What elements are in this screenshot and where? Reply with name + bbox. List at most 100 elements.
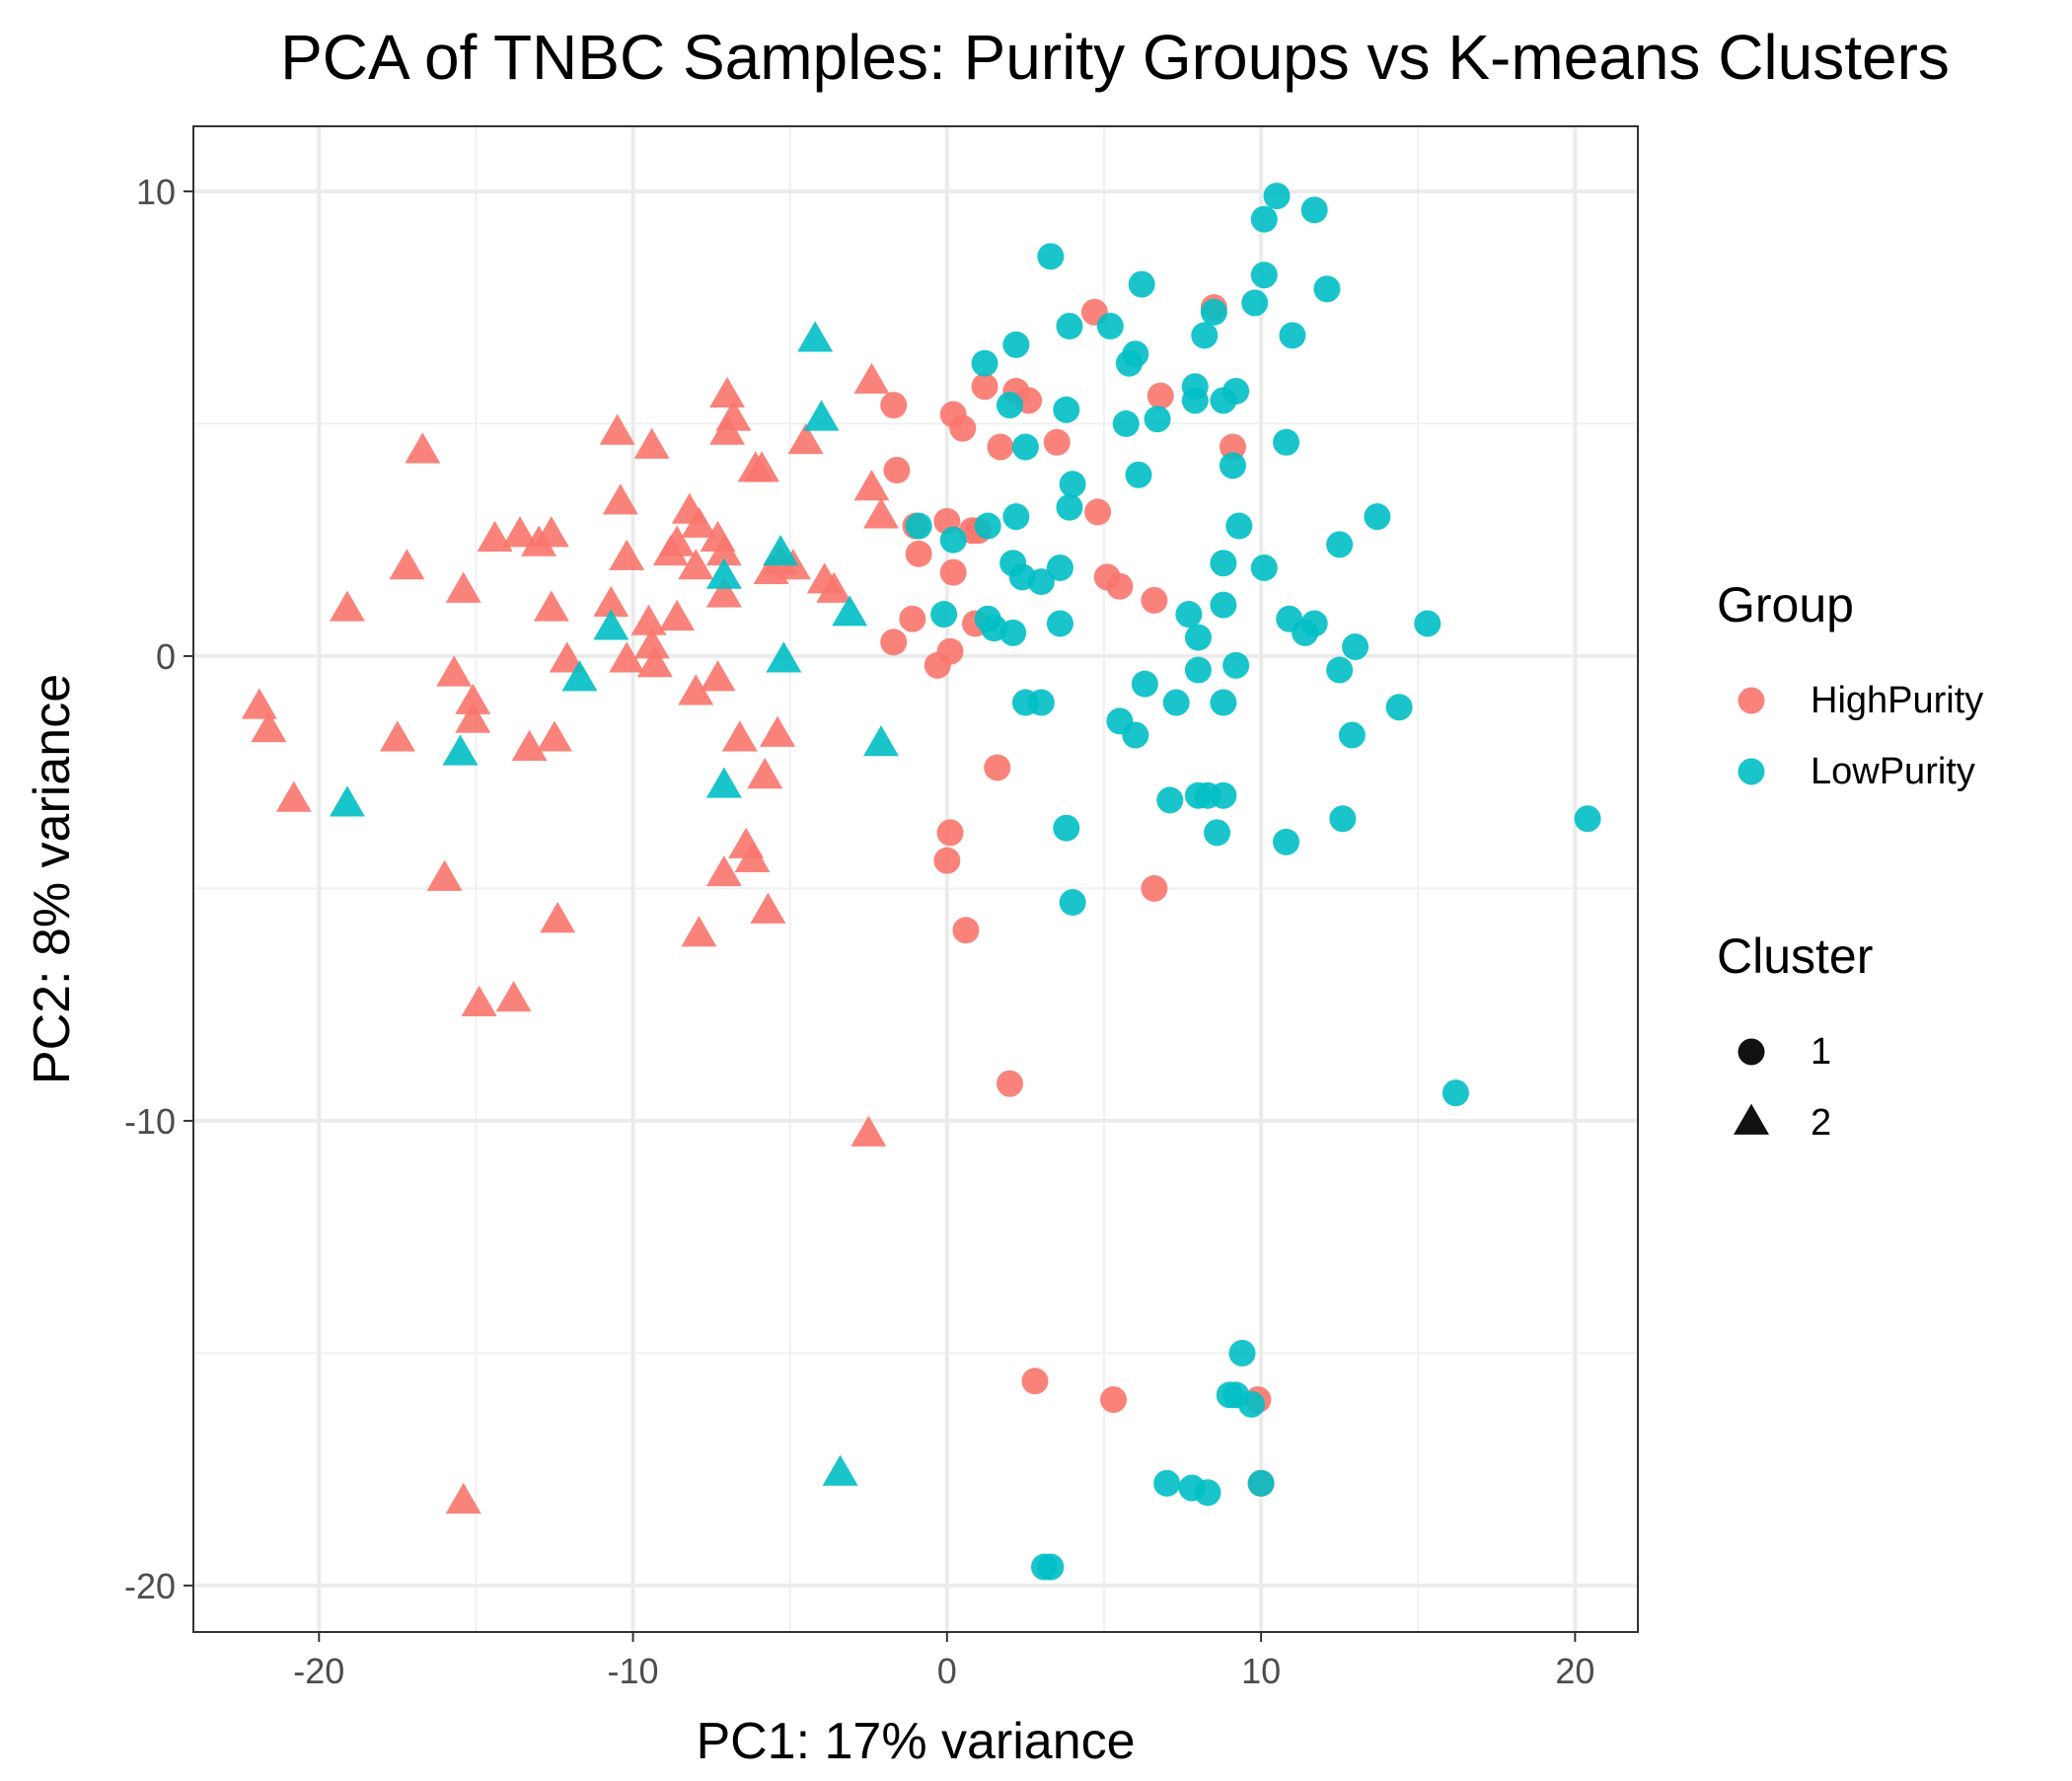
data-point-circle [1241, 289, 1268, 316]
data-point-circle [997, 392, 1023, 418]
data-point-circle [1147, 383, 1174, 409]
data-point-circle [940, 559, 967, 586]
data-point-circle [1210, 592, 1236, 619]
data-point-circle [1129, 271, 1155, 298]
data-point-circle [1414, 610, 1441, 636]
data-point-circle [1175, 601, 1202, 628]
data-point-circle [1037, 1554, 1064, 1581]
data-point-circle [1386, 694, 1413, 720]
data-point-circle [1056, 313, 1082, 339]
x-tick-label: -20 [293, 1651, 344, 1691]
legend-label: LowPurity [1811, 751, 1975, 792]
data-point-circle [1185, 625, 1212, 651]
legend-title: Group [1717, 577, 1854, 632]
data-point-circle [1053, 397, 1079, 423]
data-point-circle [1228, 1340, 1255, 1367]
data-point-circle [1012, 433, 1039, 460]
data-point-circle [1100, 1386, 1127, 1413]
data-point-circle [1060, 471, 1086, 497]
data-point-circle [1238, 1391, 1265, 1418]
data-point-circle [1125, 462, 1151, 488]
data-point-circle [1132, 671, 1158, 698]
data-point-circle [1113, 410, 1140, 437]
data-point-circle [972, 350, 999, 377]
data-point-circle [1056, 494, 1082, 521]
data-point-circle [1210, 690, 1236, 716]
data-point-circle [1163, 690, 1190, 716]
data-point-circle [984, 754, 1010, 780]
data-point-circle [880, 629, 907, 655]
data-point-circle [1329, 805, 1356, 832]
data-point-circle [1301, 610, 1328, 636]
data-point-circle [999, 620, 1026, 646]
data-point-circle [1248, 1470, 1275, 1497]
x-tick-label: 10 [1241, 1651, 1281, 1691]
y-tick-label: 10 [136, 172, 176, 212]
data-point-circle [1342, 633, 1369, 660]
y-tick-label: -20 [124, 1566, 176, 1606]
legend-key-circle [1739, 688, 1765, 714]
data-point-circle [1225, 513, 1252, 540]
data-point-circle [906, 513, 932, 540]
data-point-circle [1301, 196, 1328, 223]
data-point-circle [1106, 573, 1133, 600]
data-point-circle [1273, 829, 1299, 855]
data-point-circle [997, 1071, 1023, 1097]
data-point-circle [1141, 875, 1167, 902]
data-point-circle [925, 652, 951, 679]
x-axis-label: PC1: 17% variance [696, 1713, 1135, 1770]
data-point-circle [1251, 555, 1278, 581]
x-tick-label: 20 [1555, 1651, 1594, 1691]
x-tick-label: 0 [937, 1651, 957, 1691]
data-point-circle [899, 606, 925, 632]
data-point-circle [1185, 657, 1212, 684]
data-point-circle [937, 819, 964, 846]
data-point-circle [1028, 690, 1055, 716]
data-point-circle [987, 433, 1013, 460]
data-point-circle [1210, 550, 1236, 576]
data-point-circle [972, 373, 999, 400]
legend-title: Cluster [1717, 928, 1873, 984]
y-axis-label: PC2: 8% variance [24, 674, 81, 1084]
legend-key-circle [1739, 1039, 1765, 1066]
data-point-circle [1145, 406, 1171, 432]
data-point-circle [1037, 243, 1064, 269]
data-point-circle [1279, 322, 1305, 348]
data-point-circle [1222, 652, 1249, 679]
legend-key-circle [1739, 759, 1765, 785]
data-point-circle [1443, 1079, 1469, 1106]
data-point-circle [975, 513, 1001, 540]
y-tick-label: 0 [156, 636, 176, 677]
data-point-circle [1575, 805, 1601, 832]
legend-label: 1 [1811, 1031, 1831, 1073]
data-point-circle [1060, 889, 1086, 916]
data-point-circle [1182, 387, 1209, 413]
data-point-circle [940, 527, 967, 554]
data-point-circle [883, 457, 910, 483]
legend-label: 2 [1811, 1102, 1831, 1144]
data-point-circle [1028, 568, 1055, 595]
data-point-circle [949, 415, 976, 442]
data-point-circle [1141, 587, 1167, 614]
data-point-circle [1326, 657, 1353, 684]
data-point-circle [1313, 275, 1340, 302]
data-point-circle [1122, 721, 1148, 748]
data-point-circle [933, 848, 960, 874]
data-point-circle [1191, 322, 1218, 348]
data-point-circle [1210, 782, 1236, 809]
data-point-circle [906, 541, 932, 567]
y-tick-label: -10 [124, 1101, 176, 1142]
data-point-circle [1047, 610, 1073, 636]
legend-label: HighPurity [1811, 680, 1983, 721]
data-point-circle [1251, 261, 1278, 288]
data-point-circle [1339, 721, 1366, 748]
data-point-circle [1364, 503, 1390, 530]
data-point-circle [952, 917, 979, 943]
data-point-circle [930, 601, 957, 628]
data-point-circle [1194, 1479, 1221, 1506]
data-point-circle [1044, 429, 1071, 456]
x-tick-label: -10 [608, 1651, 659, 1691]
data-point-circle [880, 392, 907, 418]
